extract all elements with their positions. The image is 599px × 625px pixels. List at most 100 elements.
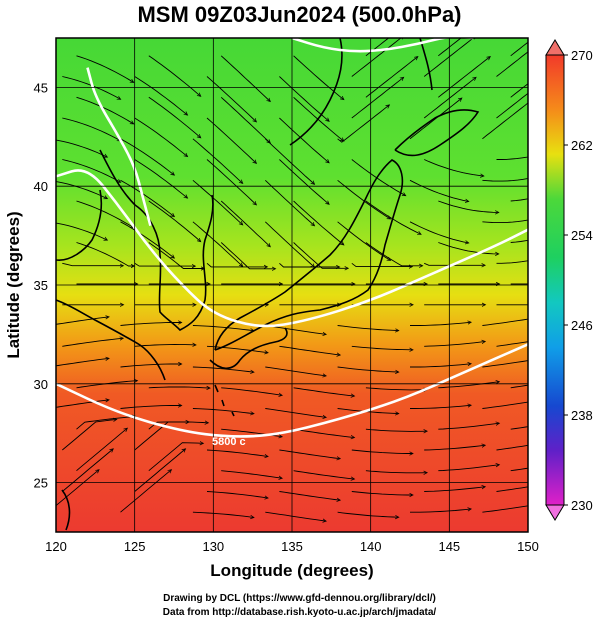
streamline: [206, 76, 256, 122]
streamline: [264, 221, 314, 267]
streamline: [337, 105, 389, 143]
streamline: [265, 408, 325, 418]
wind-streamlines: [56, 38, 528, 521]
streamline: [351, 262, 412, 266]
streamline: [410, 405, 470, 409]
streamline: [148, 443, 203, 472]
streamline: [351, 449, 412, 454]
streamline: [192, 221, 242, 266]
colorbar-tick-label: 246: [571, 318, 593, 333]
streamline: [409, 221, 468, 243]
streamline: [410, 364, 470, 368]
chart-title: MSM 09Z03Jun2024 (500.0hPa): [137, 2, 462, 27]
streamline: [148, 387, 209, 388]
x-axis-label: Longitude (degrees): [210, 561, 373, 580]
x-tick-label: 135: [281, 539, 303, 554]
streamline: [337, 221, 390, 260]
streamline: [62, 159, 120, 182]
streamline: [482, 318, 528, 326]
streamline: [264, 179, 314, 225]
streamline: [192, 138, 242, 183]
streamline: [192, 366, 253, 372]
streamline: [56, 222, 107, 240]
credit-drawing: Drawing by DCL (https://www.gfd-dennou.o…: [163, 593, 436, 604]
streamline: [510, 426, 528, 430]
streamline: [482, 360, 528, 368]
y-tick-label: 25: [34, 476, 48, 491]
coastline-china-coast: [56, 189, 166, 381]
streamline: [438, 465, 498, 472]
streamline: [206, 262, 267, 267]
streamline: [56, 359, 108, 367]
streamline: [496, 51, 528, 77]
streamline: [279, 345, 339, 355]
streamline: [510, 384, 528, 389]
streamline: [365, 470, 426, 473]
streamline: [510, 83, 528, 98]
streamline: [192, 511, 253, 517]
streamline: [410, 322, 470, 326]
streamline: [293, 55, 344, 99]
streamline: [76, 96, 134, 123]
coastline-honshu: [214, 159, 404, 351]
streamline: [206, 491, 267, 498]
streamline: [120, 406, 181, 409]
streamline: [279, 76, 328, 121]
streamline: [76, 429, 127, 472]
colorbar-tick-label: 230: [571, 498, 593, 513]
streamline: [62, 338, 122, 347]
streamline: [482, 219, 528, 224]
streamline: [496, 92, 528, 119]
streamline: [424, 159, 483, 176]
x-tick-labels: 120 125 130 135 140 145 150: [45, 539, 539, 554]
streamline: [192, 179, 242, 224]
streamline: [337, 511, 398, 517]
colorbar-tick-labels: 270 262 254 246 238 230: [564, 48, 593, 513]
streamline: [510, 198, 528, 202]
streamline: [206, 159, 256, 205]
streamline: [62, 420, 116, 451]
y-tick-label: 45: [34, 80, 48, 95]
height-contour: [86, 67, 152, 227]
streamline: [279, 117, 328, 162]
height-contours: [56, 38, 528, 438]
streamline: [496, 260, 528, 264]
streamline: [438, 38, 462, 57]
streamline: [510, 41, 528, 57]
streamline: [293, 387, 354, 396]
y-axis-label: Latitude (degrees): [4, 211, 23, 358]
streamline: [221, 387, 281, 395]
streamline: [56, 400, 108, 408]
streamline: [496, 486, 528, 492]
streamline: [220, 242, 275, 269]
streamline: [424, 342, 484, 347]
streamline: [365, 242, 422, 266]
coastline-ryukyu: [214, 384, 235, 417]
contour-label: 5800 c: [212, 436, 246, 448]
x-tick-label: 150: [517, 539, 539, 554]
colorbar-max-arrow: [545, 39, 565, 56]
streamline: [120, 221, 174, 258]
streamline: [148, 422, 208, 430]
streamline: [293, 428, 354, 437]
streamline: [351, 38, 403, 77]
streamline: [482, 178, 528, 182]
streamline: [120, 179, 174, 216]
streamline: [424, 487, 484, 492]
streamline: [438, 242, 498, 254]
x-tick-label: 145: [438, 539, 460, 554]
streamline: [120, 138, 174, 175]
streamline: [482, 401, 528, 409]
credits: Drawing by DCL (https://www.gfd-dennou.o…: [0, 592, 599, 620]
streamline: [423, 78, 475, 119]
plot-frame: [55, 37, 529, 533]
streamline: [148, 55, 200, 96]
streamline: [279, 262, 338, 267]
streamline: [510, 467, 528, 472]
streamline: [134, 159, 187, 198]
streamline: [76, 417, 136, 430]
streamline: [279, 449, 339, 459]
y-tick-label: 35: [34, 278, 48, 293]
streamline: [365, 428, 426, 431]
